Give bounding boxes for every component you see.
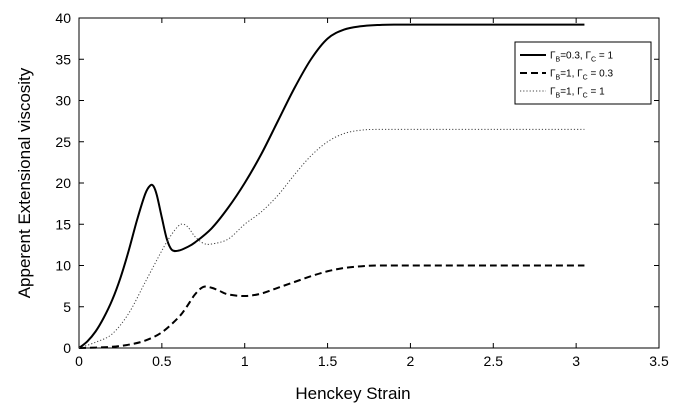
x-tick-label: 1 [241, 353, 249, 369]
legend-entry-3: ΓB=1, ΓC = 1 [550, 87, 605, 100]
y-tick-label: 15 [55, 216, 71, 232]
y-tick-label: 25 [55, 134, 71, 150]
legend-text-part: Γ [550, 51, 556, 62]
x-tick-label: 1.5 [318, 353, 338, 369]
x-tick-label: 2.5 [484, 353, 504, 369]
series-line-2 [78, 264, 585, 349]
y-tick-label: 40 [55, 10, 71, 26]
y-tick-label: 20 [55, 175, 71, 191]
legend-text-part: B [556, 75, 561, 82]
y-tick-label: 10 [55, 258, 71, 274]
x-tick-label: 2 [407, 353, 415, 369]
x-tick-label: 3.5 [649, 353, 669, 369]
series-line-3 [78, 128, 585, 349]
y-axis-ticks: 0 5 10 15 20 25 30 35 40 [55, 10, 659, 356]
legend-text-part: C [591, 57, 596, 64]
legend-text-part: B [556, 57, 561, 64]
legend-text-part: =0.3, [560, 51, 585, 62]
x-tick-label: 3 [572, 353, 580, 369]
series-layer [78, 23, 585, 349]
x-axis-label: Henckey Strain [295, 384, 410, 403]
legend-text-part: B [556, 93, 561, 100]
legend-text-part: =1, [560, 69, 577, 80]
x-axis-ticks: 0 0.5 1 1.5 2 2.5 3 3.5 [75, 18, 669, 369]
legend-text-part: = 1 [588, 87, 605, 98]
legend-text-part: C [583, 93, 588, 100]
legend-text-part: Γ [550, 69, 556, 80]
legend-text-part: Γ [577, 69, 583, 80]
y-tick-label: 0 [63, 340, 71, 356]
legend-text-part: Γ [577, 87, 583, 98]
y-tick-label: 35 [55, 51, 71, 67]
legend-text-part: Γ [550, 87, 556, 98]
legend: ΓB=0.3, ΓC = 1ΓB=1, ΓC = 0.3ΓB=1, ΓC = 1 [514, 41, 652, 105]
series-line-1 [78, 23, 585, 349]
x-tick-label: 0.5 [152, 353, 172, 369]
y-tick-label: 5 [63, 299, 71, 315]
legend-text-part: Γ [586, 51, 592, 62]
legend-text-part: = 1 [596, 51, 613, 62]
legend-entry-2: ΓB=1, ΓC = 0.3 [550, 69, 613, 82]
legend-text-part: = 0.3 [588, 69, 614, 80]
legend-text-part: C [583, 75, 588, 82]
x-tick-label: 0 [75, 353, 83, 369]
y-axis-label: Apperent Extensional viscosity [15, 67, 34, 298]
legend-entry-1: ΓB=0.3, ΓC = 1 [550, 51, 613, 64]
legend-text-part: =1, [560, 87, 577, 98]
y-tick-label: 30 [55, 93, 71, 109]
